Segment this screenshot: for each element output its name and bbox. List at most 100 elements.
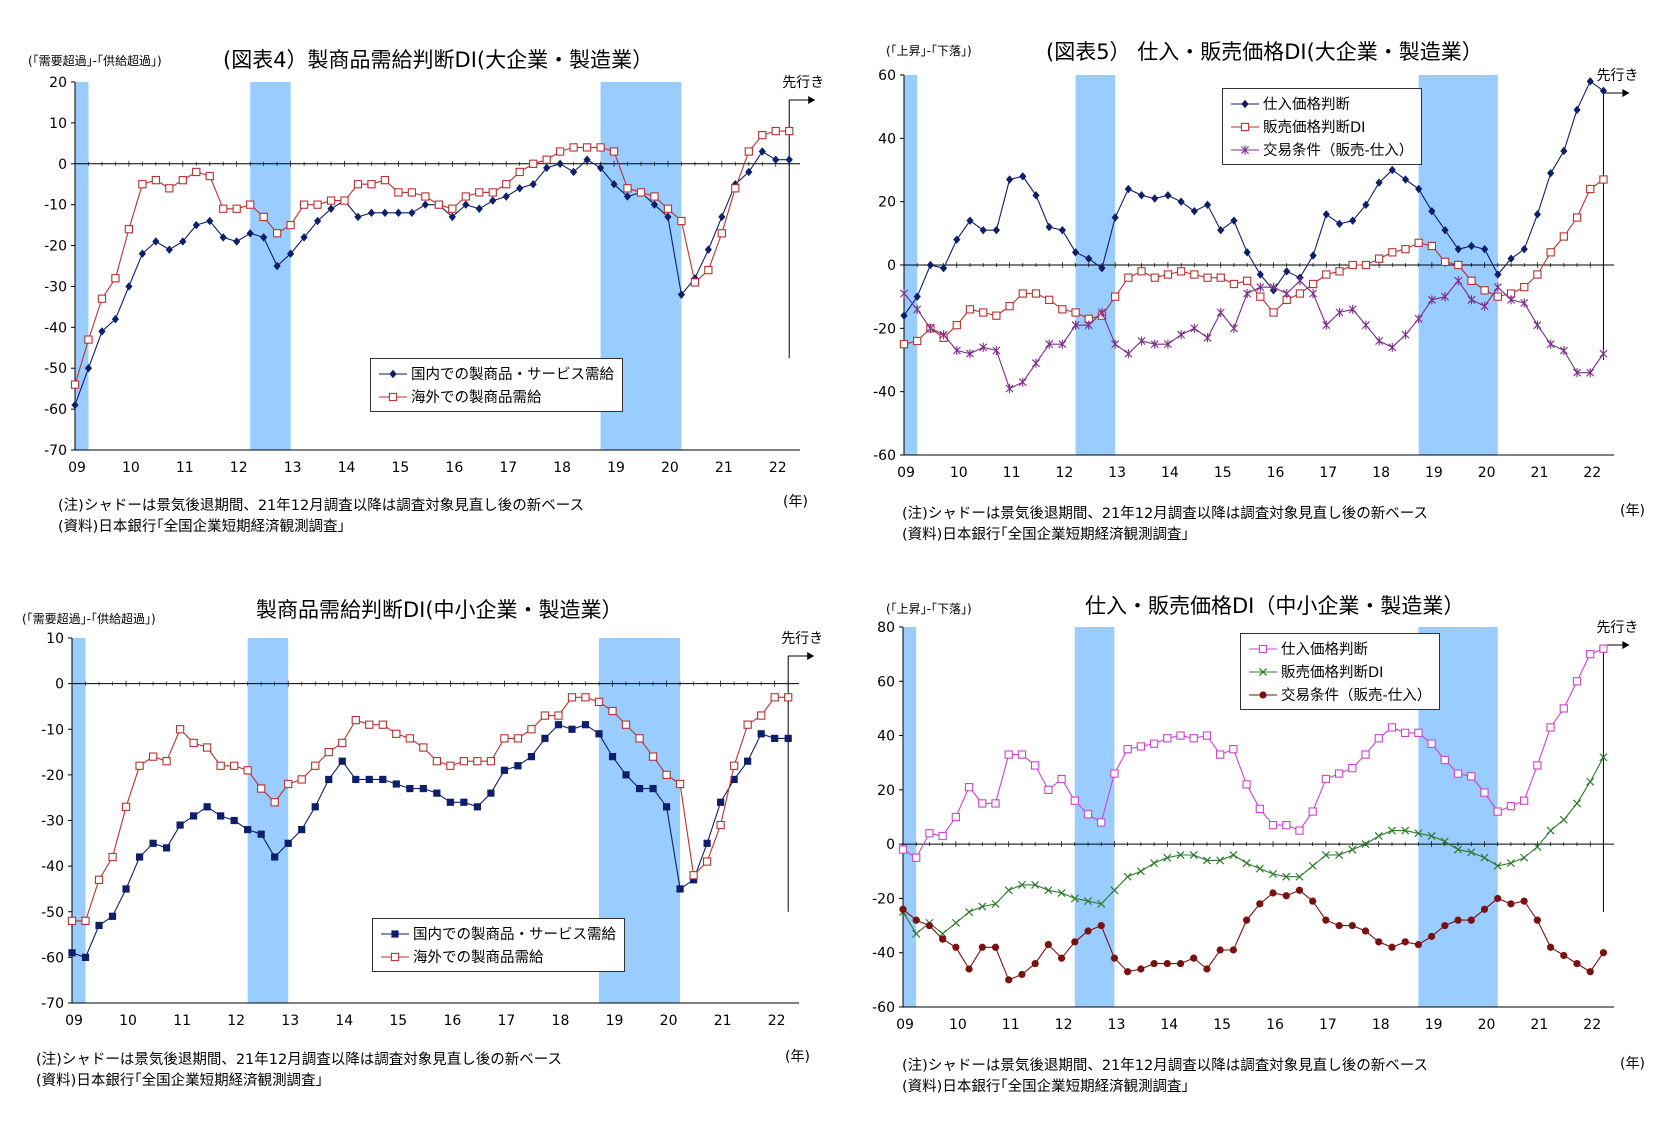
data-point	[581, 693, 590, 702]
data-point	[1057, 888, 1066, 898]
data-point	[529, 159, 538, 168]
data-point	[1493, 807, 1502, 816]
data-point	[313, 200, 322, 209]
data-point	[98, 327, 106, 336]
data-point	[1110, 886, 1119, 895]
y-tick-label: 0	[886, 837, 895, 853]
data-point	[353, 180, 363, 189]
data-point	[1375, 938, 1383, 946]
data-point	[1335, 219, 1344, 229]
data-point	[1599, 753, 1608, 762]
chart-legend: 仕入価格判断 販売価格判断DI 交易条件（販売-仕入）	[1222, 88, 1423, 165]
data-point	[1494, 270, 1502, 279]
data-point	[1176, 959, 1185, 968]
note-line: (注)シャドーは景気後退期間、21年12月調査以降は調査対象見直し後の新ベース	[902, 506, 1428, 522]
data-point	[1256, 900, 1264, 908]
data-point	[203, 803, 211, 811]
legend-item: 仕入価格判断	[1231, 92, 1413, 115]
legend-label: 海外での製商品需給	[413, 950, 544, 966]
data-point	[311, 761, 320, 770]
data-point	[219, 233, 227, 242]
data-point	[757, 711, 766, 720]
legend-swatch	[379, 392, 407, 401]
data-point	[554, 711, 563, 720]
data-point	[515, 167, 524, 177]
data-point	[1256, 270, 1264, 279]
data-point	[1243, 288, 1252, 299]
data-point	[1124, 349, 1133, 359]
data-point	[1176, 267, 1186, 276]
data-point	[1176, 731, 1185, 740]
x-tick-label: 21	[715, 460, 733, 476]
data-point	[1374, 831, 1383, 841]
data-point	[502, 180, 511, 189]
x-tick-label: 22	[769, 460, 787, 476]
data-point	[939, 935, 947, 943]
data-point	[938, 831, 947, 841]
data-point	[1374, 254, 1384, 263]
data-point	[1573, 959, 1581, 968]
data-point	[1177, 330, 1186, 340]
data-point	[1440, 837, 1449, 846]
data-point	[1520, 283, 1529, 292]
data-point	[704, 245, 712, 254]
data-point	[324, 747, 333, 757]
source-line: (資料)日本銀行｢全国企業短期経済観測調査｣	[902, 1079, 1189, 1095]
data-point	[1217, 225, 1225, 235]
x-tick-label: 17	[499, 460, 517, 476]
data-point	[1599, 86, 1608, 96]
data-point	[1348, 260, 1357, 270]
data-point	[486, 757, 496, 766]
chart-legend: 国内での製商品・サービス需給 海外での製商品需給	[370, 358, 623, 412]
legend-item: 仕入価格判断	[1249, 637, 1431, 660]
data-point	[1005, 175, 1014, 184]
x-tick-label: 10	[122, 460, 140, 476]
data-point	[1137, 267, 1146, 276]
data-point	[1335, 850, 1344, 860]
legend-marker	[1258, 644, 1268, 653]
data-point	[1018, 289, 1027, 298]
data-point	[704, 265, 713, 275]
data-point	[979, 342, 988, 352]
data-point	[1441, 225, 1449, 235]
data-point	[717, 798, 725, 806]
data-point	[1058, 225, 1066, 235]
data-point	[311, 803, 319, 811]
data-point	[1362, 200, 1370, 210]
data-point	[1308, 861, 1317, 870]
data-point	[162, 844, 171, 852]
data-point	[284, 839, 292, 847]
data-point	[1559, 815, 1568, 824]
data-point	[1085, 254, 1093, 263]
data-point	[179, 237, 187, 246]
data-point	[379, 775, 387, 784]
data-point	[729, 761, 739, 770]
data-point	[205, 171, 214, 181]
data-point	[1586, 77, 1594, 86]
series-line	[903, 179, 1604, 345]
data-point	[473, 803, 481, 811]
data-point	[206, 216, 214, 226]
data-point	[165, 245, 173, 254]
recession-shade	[247, 638, 289, 1003]
data-point	[1454, 916, 1462, 924]
data-point	[1084, 320, 1093, 330]
x-tick-label: 10	[119, 1013, 137, 1029]
data-point	[1190, 954, 1198, 962]
data-point	[1349, 216, 1357, 225]
x-tick-label: 18	[552, 1013, 570, 1029]
data-point	[1004, 886, 1013, 895]
chart-notes: (注)シャドーは景気後退期間、21年12月調査以降は調査対象見直し後の新ベース …	[902, 504, 1428, 546]
data-point	[1123, 872, 1132, 881]
y-tick-label: 0	[58, 157, 67, 173]
data-point	[1599, 175, 1608, 184]
data-point	[1480, 301, 1489, 311]
recession-shade	[903, 627, 917, 1007]
data-point	[690, 278, 700, 287]
data-point	[555, 147, 565, 156]
data-point	[1202, 731, 1212, 740]
data-point	[912, 916, 920, 924]
data-point	[939, 330, 948, 340]
data-point	[1124, 273, 1133, 282]
chart-panel-4: (｢上昇｣-｢下落｣) 仕入・販売価格DI（中小企業・製造業） 80 60 40 20…	[840, 560, 1680, 1131]
